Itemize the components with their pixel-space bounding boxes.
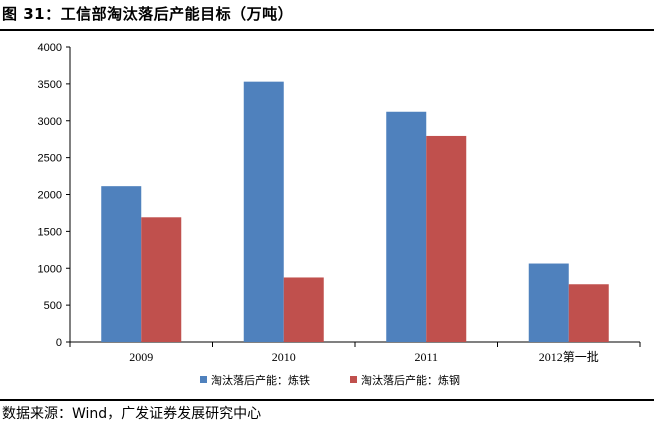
top-rule <box>0 29 654 31</box>
bar-series-1 <box>386 111 427 342</box>
y-tick-label: 3500 <box>38 79 62 91</box>
bar-series-1 <box>243 81 284 342</box>
bottom-rule <box>0 399 654 401</box>
data-source: 数据来源：Wind，广发证券发展研究中心 <box>2 406 262 422</box>
y-tick-label: 500 <box>44 300 62 312</box>
y-tick-label: 1000 <box>38 263 62 275</box>
chart-title: 图 31：工信部淘汰落后产能目标（万吨） <box>2 5 294 23</box>
y-tick-label: 0 <box>56 337 62 349</box>
legend-swatch <box>200 376 207 383</box>
bar-series-2 <box>426 135 467 342</box>
x-tick-label: 2009 <box>129 350 153 364</box>
bar-series-2 <box>283 277 324 342</box>
bar-series-2 <box>141 217 182 342</box>
legend-label: 淘汰落后产能：炼钢 <box>361 373 460 387</box>
y-tick-label: 3000 <box>38 116 62 128</box>
legend-swatch <box>350 376 357 383</box>
legend-label: 淘汰落后产能：炼铁 <box>211 373 310 387</box>
bar-series-1 <box>528 263 569 342</box>
x-tick-label: 2010 <box>272 350 296 364</box>
y-tick-label: 4000 <box>38 42 62 54</box>
y-tick-label: 2500 <box>38 153 62 165</box>
bar-chart: 0 500 1000 1500 2000 2500 3000 3500 4000 2009 2010… <box>38 42 641 387</box>
x-tick-label: 2011 <box>414 350 438 364</box>
x-tick-label: 2012第一批 <box>539 349 599 364</box>
y-tick-label: 2000 <box>38 190 62 202</box>
bar-series-1 <box>101 186 142 342</box>
bar-series-2 <box>568 284 609 342</box>
y-tick-label: 1500 <box>38 226 62 238</box>
